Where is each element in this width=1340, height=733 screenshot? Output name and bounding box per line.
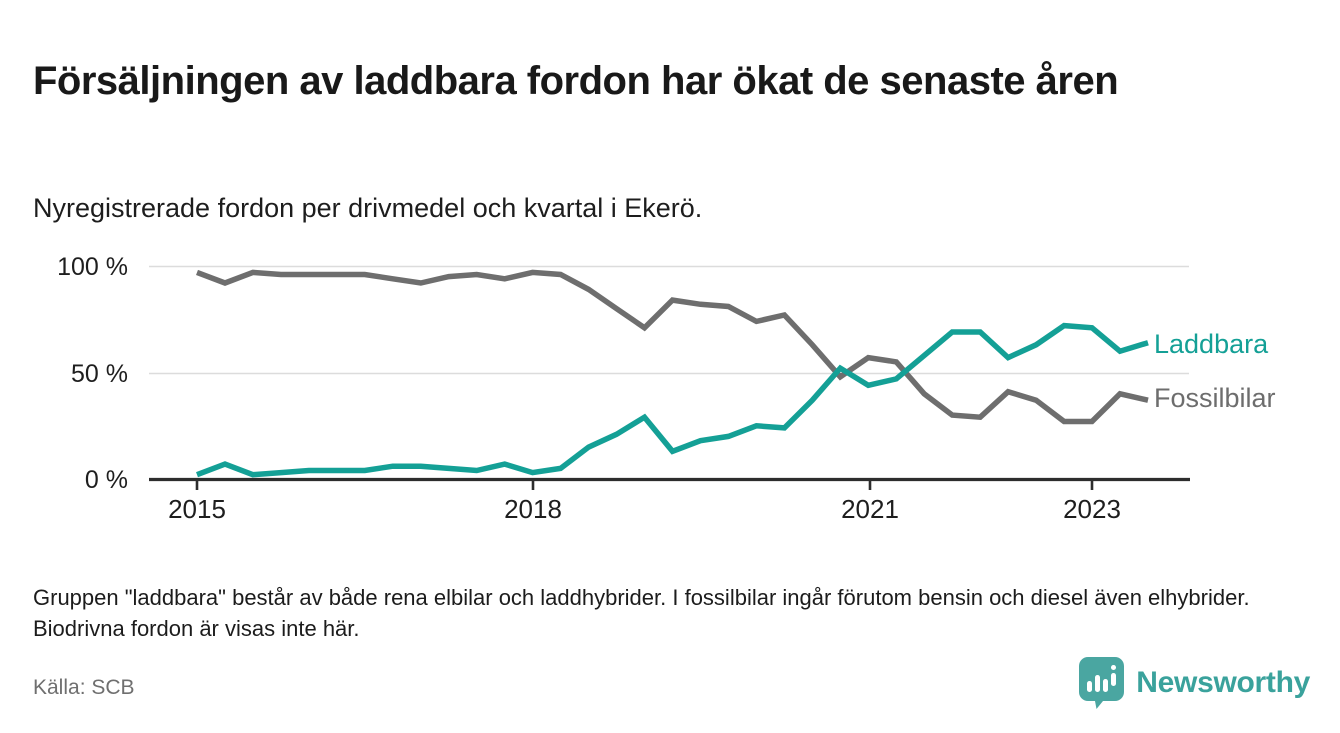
series-label-fossilbilar: Fossilbilar [1154,383,1276,413]
newsworthy-pin-icon [1079,657,1125,709]
series-line-laddbara [196,322,1149,478]
xtick-2018: 2018 [504,494,562,524]
ytick-0: 0 % [85,466,128,494]
page-title: Försäljningen av laddbara fordon har öka… [33,58,1119,103]
chart-footnote: Gruppen "laddbara" består av både rena e… [33,585,1250,642]
xtick-2021: 2021 [841,494,899,524]
source-attribution: Källa: SCB [33,676,135,699]
xtick-2015: 2015 [168,494,226,524]
series-label-laddbara: Laddbara [1154,329,1269,359]
ytick-50: 50 % [71,360,128,388]
ytick-100: 100 % [57,253,128,281]
newsworthy-wordmark: Newsworthy [1136,665,1310,699]
newsworthy-logo[interactable]: Newsworthy [1078,656,1310,709]
series-lines [196,269,1149,478]
chart-subtitle: Nyregistrerade fordon per drivmedel och … [33,193,703,223]
x-axis-ticks [195,481,1094,490]
series-line-fossilbilar [196,269,1149,425]
xtick-2023: 2023 [1063,494,1121,524]
